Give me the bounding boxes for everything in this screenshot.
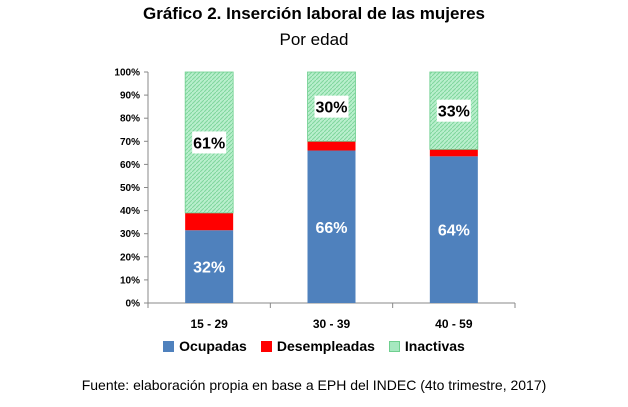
bar-segment-desempleadas bbox=[307, 141, 356, 151]
bar-segment-ocupadas bbox=[185, 230, 234, 303]
legend-item-inactivas: Inactivas bbox=[388, 338, 465, 354]
legend-item-ocupadas: Ocupadas bbox=[163, 338, 247, 354]
legend-swatch-ocupadas bbox=[163, 340, 175, 352]
chart-title: Gráfico 2. Inserción laboral de las muje… bbox=[142, 4, 486, 23]
legend-swatch-desempleadas bbox=[260, 340, 272, 352]
bar-segment-ocupadas bbox=[307, 150, 356, 303]
y-tick-label: 100% bbox=[114, 68, 140, 79]
y-tick-label: 60% bbox=[120, 160, 140, 171]
chart-source-note: Fuente: elaboración propia en base a EPH… bbox=[81, 377, 547, 393]
legend-label-inactivas: Inactivas bbox=[404, 338, 465, 354]
y-tick-label: 90% bbox=[120, 91, 140, 102]
data-label: 32% bbox=[193, 260, 225, 277]
data-label-box bbox=[436, 99, 471, 122]
chart-subtitle: Por edad bbox=[279, 30, 349, 49]
chart-legend: Ocupadas Desempleadas Inactivas bbox=[0, 338, 628, 354]
y-tick-label: 50% bbox=[120, 183, 140, 194]
y-tick-label: 0% bbox=[126, 299, 141, 310]
data-label-box bbox=[314, 95, 349, 118]
x-category-label: 15 - 29 bbox=[190, 317, 228, 331]
y-tick-label: 80% bbox=[120, 114, 140, 125]
bar-segment-ocupadas bbox=[429, 156, 478, 303]
y-tick-label: 70% bbox=[120, 137, 140, 148]
data-label: 66% bbox=[315, 220, 347, 237]
data-label: 61% bbox=[193, 135, 225, 152]
data-label: 30% bbox=[315, 100, 347, 117]
data-label: 33% bbox=[438, 104, 470, 121]
data-label: 64% bbox=[438, 223, 470, 240]
stacked-bar-chart: 0% 10% 20% 30% 40% 50% 60% 70% 80% 90% 100% 32% 61% 1… bbox=[114, 68, 516, 331]
data-label-box bbox=[192, 131, 227, 154]
y-tick-label: 30% bbox=[120, 229, 140, 240]
legend-swatch-inactivas bbox=[388, 340, 400, 352]
legend-item-desempleadas: Desempleadas bbox=[260, 338, 375, 354]
y-tick-label: 40% bbox=[120, 206, 140, 217]
legend-label-desempleadas: Desempleadas bbox=[276, 338, 375, 354]
legend-label-ocupadas: Ocupadas bbox=[179, 338, 247, 354]
x-category-label: 30 - 39 bbox=[313, 317, 351, 331]
bar-segment-desempleadas bbox=[185, 212, 234, 231]
x-category-label: 40 - 59 bbox=[435, 317, 473, 331]
bar-segment-desempleadas bbox=[429, 149, 478, 157]
y-tick-label: 20% bbox=[120, 252, 140, 263]
y-tick-label: 10% bbox=[120, 275, 140, 286]
